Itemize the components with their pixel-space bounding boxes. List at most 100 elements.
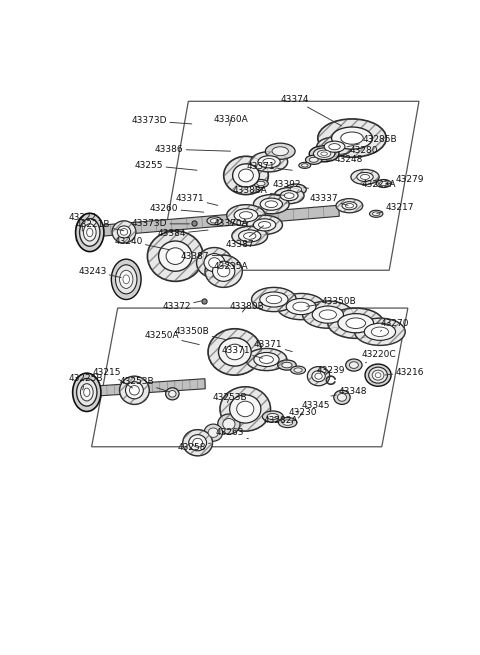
Text: 43350B: 43350B xyxy=(307,297,356,307)
Ellipse shape xyxy=(309,145,339,162)
Text: 43285B: 43285B xyxy=(347,135,396,147)
Text: 43280: 43280 xyxy=(340,145,378,155)
Ellipse shape xyxy=(253,179,268,187)
Text: 43360A: 43360A xyxy=(213,115,248,126)
Ellipse shape xyxy=(376,179,391,187)
Ellipse shape xyxy=(341,132,363,144)
Ellipse shape xyxy=(120,229,128,235)
Ellipse shape xyxy=(111,259,141,299)
Ellipse shape xyxy=(370,210,383,217)
Text: 43220C: 43220C xyxy=(361,350,396,363)
Text: 43239: 43239 xyxy=(317,365,345,375)
Ellipse shape xyxy=(257,181,265,186)
Ellipse shape xyxy=(291,366,306,374)
Ellipse shape xyxy=(263,411,283,422)
Text: 43270: 43270 xyxy=(380,319,409,331)
Ellipse shape xyxy=(232,227,267,246)
Text: 43230: 43230 xyxy=(289,408,317,418)
Text: 43282A: 43282A xyxy=(264,416,299,425)
Ellipse shape xyxy=(234,209,258,222)
Ellipse shape xyxy=(240,212,252,219)
Ellipse shape xyxy=(210,219,218,223)
Text: 43374: 43374 xyxy=(280,95,341,126)
Ellipse shape xyxy=(321,152,327,155)
Ellipse shape xyxy=(317,137,352,157)
Ellipse shape xyxy=(365,364,391,386)
Ellipse shape xyxy=(239,230,261,242)
Ellipse shape xyxy=(204,253,225,272)
Ellipse shape xyxy=(357,172,373,181)
Ellipse shape xyxy=(263,159,275,165)
Text: 43387: 43387 xyxy=(181,252,225,261)
Ellipse shape xyxy=(274,187,304,204)
Ellipse shape xyxy=(183,430,213,456)
Text: 43348: 43348 xyxy=(331,387,368,396)
Ellipse shape xyxy=(253,195,289,214)
Ellipse shape xyxy=(260,198,282,210)
Ellipse shape xyxy=(229,395,261,423)
Ellipse shape xyxy=(81,384,93,401)
Text: 43370A: 43370A xyxy=(213,219,248,229)
Ellipse shape xyxy=(147,231,203,282)
Text: 43253B: 43253B xyxy=(213,393,247,403)
Text: 43279: 43279 xyxy=(386,175,424,184)
Ellipse shape xyxy=(243,233,256,239)
Ellipse shape xyxy=(305,155,322,164)
Ellipse shape xyxy=(280,191,298,200)
Ellipse shape xyxy=(208,329,262,375)
Ellipse shape xyxy=(84,224,96,241)
Ellipse shape xyxy=(338,314,373,333)
Text: 43373D: 43373D xyxy=(132,219,190,229)
Text: 43217: 43217 xyxy=(377,202,414,214)
Ellipse shape xyxy=(351,170,379,185)
Ellipse shape xyxy=(80,219,100,246)
Text: 43380B: 43380B xyxy=(229,302,264,312)
Ellipse shape xyxy=(72,373,101,411)
Ellipse shape xyxy=(346,359,362,371)
Ellipse shape xyxy=(77,379,97,406)
Ellipse shape xyxy=(218,414,240,434)
Ellipse shape xyxy=(166,388,179,400)
Ellipse shape xyxy=(258,221,271,228)
Ellipse shape xyxy=(260,292,288,307)
Ellipse shape xyxy=(220,386,271,431)
Text: 43386: 43386 xyxy=(155,145,230,154)
Ellipse shape xyxy=(360,174,370,179)
Ellipse shape xyxy=(282,362,292,368)
Text: 43371: 43371 xyxy=(254,341,292,352)
Text: 43216: 43216 xyxy=(385,367,424,377)
Ellipse shape xyxy=(260,356,274,364)
Polygon shape xyxy=(76,379,205,398)
Ellipse shape xyxy=(246,348,287,371)
Ellipse shape xyxy=(267,413,278,420)
Ellipse shape xyxy=(319,310,336,320)
Ellipse shape xyxy=(205,255,242,288)
Ellipse shape xyxy=(266,295,282,304)
Ellipse shape xyxy=(265,201,277,208)
Ellipse shape xyxy=(252,288,296,312)
Ellipse shape xyxy=(278,417,297,428)
Text: 43215: 43215 xyxy=(93,367,132,388)
Ellipse shape xyxy=(332,127,372,149)
Text: 43235A: 43235A xyxy=(213,262,248,271)
Ellipse shape xyxy=(293,302,309,311)
Ellipse shape xyxy=(226,344,244,360)
Ellipse shape xyxy=(158,241,192,271)
Ellipse shape xyxy=(237,401,254,417)
Ellipse shape xyxy=(375,373,381,377)
Ellipse shape xyxy=(130,386,139,395)
Ellipse shape xyxy=(227,204,265,226)
Text: 43222: 43222 xyxy=(68,213,96,231)
Ellipse shape xyxy=(286,184,306,195)
Ellipse shape xyxy=(283,420,293,425)
Ellipse shape xyxy=(254,352,279,367)
Ellipse shape xyxy=(209,257,220,268)
Ellipse shape xyxy=(372,327,388,337)
Ellipse shape xyxy=(112,221,136,243)
Text: 43250A: 43250A xyxy=(144,331,199,345)
Ellipse shape xyxy=(301,164,308,167)
Ellipse shape xyxy=(372,370,384,380)
Ellipse shape xyxy=(168,390,176,397)
Text: 43253B: 43253B xyxy=(119,377,169,392)
Ellipse shape xyxy=(372,212,380,215)
